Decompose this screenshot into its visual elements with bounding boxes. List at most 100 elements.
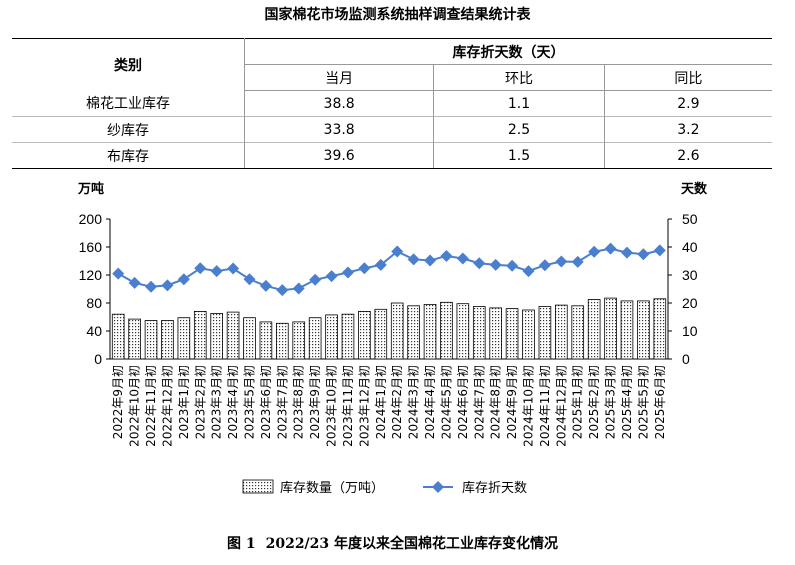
legend-bar-label: 库存数量（万吨）: [280, 480, 384, 496]
x-tick-label: 2024年3月初: [407, 365, 421, 439]
statistics-table: 类别 库存折天数（天） 当月 环比 同比 棉花工业库存 38.8 1.1 2.9…: [12, 38, 772, 169]
x-tick-label: 2024年7月初: [472, 365, 486, 439]
x-tick-label: 2023年12月初: [357, 365, 371, 447]
days-marker: [604, 242, 617, 255]
days-marker: [637, 248, 650, 261]
x-tick-label: 2025年4月初: [620, 365, 634, 439]
days-marker: [309, 273, 322, 286]
inventory-bar: [489, 307, 502, 360]
x-tick-label: 2024年4月初: [423, 365, 437, 439]
days-marker: [161, 279, 174, 292]
inventory-bar: [440, 301, 453, 360]
left-tick-label: 0: [94, 351, 102, 367]
x-tick-label: 2022年12月初: [160, 365, 174, 447]
row-label: 布库存: [12, 142, 245, 169]
x-tick-label: 2023年6月初: [259, 365, 273, 439]
x-tick-label: 2023年7月初: [275, 365, 289, 439]
x-tick-label: 2024年8月初: [489, 365, 503, 439]
days-marker: [620, 246, 633, 259]
inventory-bar: [210, 313, 223, 360]
x-tick-label: 2023年11月初: [341, 365, 355, 447]
inventory-bar: [341, 313, 355, 360]
cell-mom: 2.5: [433, 116, 605, 143]
days-marker: [473, 257, 486, 270]
legend-bar-swatch: [242, 479, 274, 494]
inventory-bar: [259, 321, 273, 360]
x-tick-label: 2022年11月初: [144, 365, 158, 447]
x-tick-label: 2023年4月初: [226, 365, 240, 439]
caption-text: 2022/23 年度以来全国棉花工业库存变化情况: [265, 536, 559, 552]
x-tick-label: 2022年10月初: [128, 365, 142, 447]
days-marker: [506, 259, 519, 272]
sub-header-current: 当月: [244, 64, 435, 91]
cell-yoy: 2.9: [677, 95, 700, 112]
x-tick-label: 2024年12月初: [554, 365, 568, 447]
x-tick-label: 2023年8月初: [292, 365, 306, 439]
inventory-bar: [193, 310, 207, 360]
inventory-bar: [555, 304, 568, 360]
days-marker: [341, 266, 354, 279]
cell-yoy: 3.2: [604, 116, 772, 143]
days-marker: [588, 245, 601, 258]
x-tick-label: 2024年10月初: [522, 365, 536, 447]
inventory-bar: [374, 308, 388, 360]
days-marker: [292, 282, 305, 295]
days-marker: [358, 262, 371, 275]
x-tick-label: 2025年2月初: [587, 365, 601, 439]
days-marker: [424, 254, 437, 267]
inventory-bar: [604, 297, 617, 360]
days-marker: [456, 252, 469, 265]
days-line: [117, 247, 661, 292]
caption-number: 图 1: [226, 536, 256, 552]
days-marker: [489, 258, 502, 271]
inventory-bar: [637, 300, 650, 360]
inventory-bar: [226, 311, 240, 360]
x-tick-label: 2022年9月初: [111, 365, 125, 439]
inventory-bar: [292, 321, 306, 360]
days-marker: [571, 255, 584, 268]
x-tick-label: 2025年1月初: [571, 365, 585, 439]
days-marker: [374, 258, 387, 271]
days-marker: [325, 270, 338, 283]
days-marker: [177, 273, 190, 286]
days-marker: [210, 265, 223, 278]
x-tick-label: 2023年1月初: [177, 365, 191, 439]
inventory-bar: [161, 320, 174, 360]
inventory-bar: [177, 317, 191, 360]
cell-current: 39.6: [244, 142, 435, 169]
x-tick-label: 2023年2月初: [193, 365, 207, 439]
days-marker: [128, 276, 141, 289]
x-tick-label: 2025年5月初: [636, 365, 650, 439]
inventory-bar: [144, 320, 158, 360]
category-header: 类别: [12, 38, 245, 91]
left-tick-label: 40: [86, 323, 102, 339]
table-row: 棉花工业库存 38.8 1.1 2.9: [12, 90, 772, 117]
inventory-bar: [456, 303, 470, 360]
right-tick-label: 40: [682, 239, 698, 255]
x-tick-label: 2025年3月初: [604, 365, 618, 439]
inventory-bar: [538, 306, 552, 360]
days-marker: [227, 262, 240, 275]
days-marker: [653, 244, 666, 257]
inventory-bar: [407, 305, 420, 360]
days-marker: [538, 259, 551, 272]
right-tick-label: 0: [682, 351, 690, 367]
days-marker: [555, 255, 568, 268]
legend-line-label: 库存折天数: [462, 480, 527, 496]
inventory-bar: [423, 303, 437, 360]
right-tick-label: 20: [682, 295, 698, 311]
legend-line-marker: [432, 481, 444, 493]
x-tick-label: 2024年6月初: [456, 365, 470, 439]
days-marker: [440, 249, 453, 262]
row-label: 棉花工业库存: [12, 90, 245, 117]
table-row: 纱库存 33.8 2.5 3.2: [12, 116, 772, 143]
x-tick-label: 2024年5月初: [439, 365, 453, 439]
days-marker: [276, 284, 289, 297]
days-marker: [145, 280, 158, 293]
inventory-bar: [390, 302, 404, 360]
inventory-bar: [325, 314, 338, 360]
inventory-bar: [276, 322, 289, 360]
x-tick-label: 2024年2月初: [390, 365, 404, 439]
cell-mom: 1.5: [433, 142, 605, 169]
cell-current: 38.8: [244, 90, 435, 117]
